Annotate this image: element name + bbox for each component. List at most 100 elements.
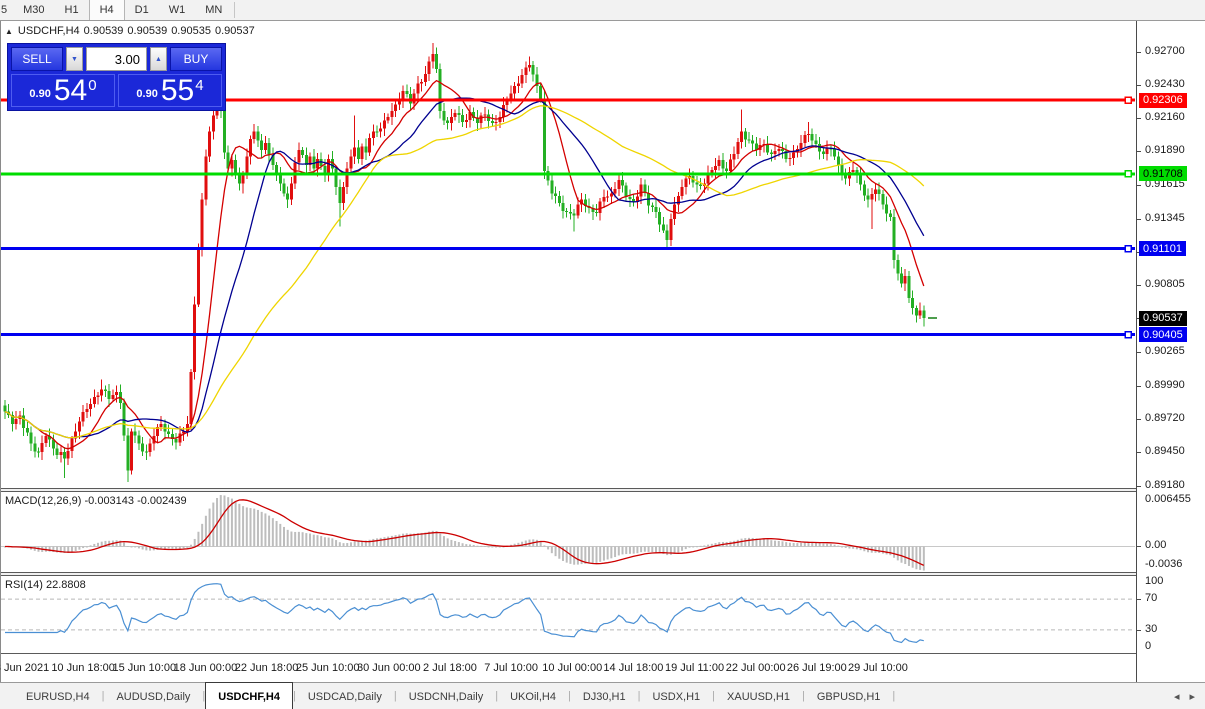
chart-tab-audusd-daily[interactable]: AUDUSD,Daily [116,690,191,703]
horizontal-level-lines [1,96,1135,339]
chart-tab-usdchf-h4[interactable]: USDCHF,H4 [205,682,293,709]
sell-price-pip: 0 [88,77,97,94]
level-line[interactable] [1,333,1135,337]
tab-separator: | [293,690,296,702]
tab-separator: | [637,690,641,702]
buy-price-display[interactable]: 0.90 55 4 [118,74,222,107]
volume-decrease-icon[interactable]: ▼ [66,47,83,71]
price-tick-label: 0.91890 [1145,144,1185,157]
rsi-tick-label: 70 [1145,592,1158,605]
pane-splitter[interactable] [1,572,1205,576]
price-tick-label: 0.89720 [1145,411,1185,424]
level-line-handle[interactable] [1124,330,1132,339]
time-axis-label: 10 Jul 00:00 [542,662,603,674]
timeframe-toolbar: 5 M30 H1 H4 D1 W1 MN [0,0,1205,21]
rsi-tick-label: 30 [1145,622,1158,635]
tabs-scroll-right-icon[interactable]: ▸ [1189,690,1195,703]
chart-tab-eurusd-h4[interactable]: EURUSD,H4 [26,690,90,703]
macd-tick-label: 0.006455 [1145,493,1191,505]
chart-tabs-bar: EURUSD,H4 | AUDUSD,Daily | USDCHF,H4 | USDCAD,… [0,682,1205,709]
price-tick-label: 0.90265 [1145,344,1185,357]
axis-tick-mark [1137,185,1141,187]
timeframe-button-d1[interactable]: D1 [134,4,149,16]
open-value: 0.90539 [83,25,124,37]
tab-separator: | [202,690,206,702]
price-level-badge: 0.90405 [1139,327,1187,343]
volume-input[interactable] [86,47,147,71]
timeframe-button-h1[interactable]: H1 [64,4,79,16]
sell-button[interactable]: SELL [11,47,63,71]
tabs-scroll-left-icon[interactable]: ◂ [1173,690,1180,703]
timeframe-button-m30[interactable]: M30 [23,4,45,16]
axis-tick-mark [1137,485,1141,487]
axis-tick-mark [1137,418,1141,420]
ma-line-50 [4,105,925,439]
level-line[interactable] [1,98,1135,102]
chart-tab-gbpusd-h1[interactable]: GBPUSD,H1 [816,690,881,703]
price-tick-label: 0.91345 [1145,211,1185,224]
price-tick-label: 0.89450 [1145,445,1185,458]
chart-window: ▲ USDCHF,H4 0.90539 0.90539 0.90535 0.90537 S… [0,21,1205,682]
timeframe-button-5[interactable]: 5 [1,4,8,16]
level-line-handle[interactable] [1124,244,1132,253]
time-axis-label: 22 Jul 00:00 [725,662,786,674]
time-axis-label: 2 Jul 18:00 [423,662,477,674]
time-axis-label: 29 Jul 10:00 [847,662,908,674]
macd-tick-label: -0.0036 [1145,558,1183,570]
axis-tick-mark [1137,84,1141,86]
axis-tick-mark [1137,218,1141,220]
chart-tab-ukoil-h4[interactable]: UKOil,H4 [510,690,556,703]
time-axis-label: 25 Jun 10:00 [295,662,360,674]
level-line-handle[interactable] [1124,170,1132,178]
timeframe-button-w1[interactable]: W1 [168,4,186,16]
axis-tick-mark [1137,285,1141,287]
time-axis[interactable]: 8 Jun 2021 10 Jun 18:00 15 Jun 10:00 18 Jun… [0,654,1205,682]
tab-separator: | [801,690,805,702]
tab-separator: | [892,690,896,702]
axis-tick-mark [1137,118,1141,120]
chart-tabs: EURUSD,H4 | AUDUSD,Daily | USDCHF,H4 | USDCAD,… [0,682,896,709]
high-value: 0.90539 [127,25,168,37]
macd-signal-line [5,499,925,566]
level-line[interactable] [1,172,1135,176]
current-price-badge: 0.90537 [1139,310,1187,326]
collapse-panel-icon[interactable]: ▲ [5,27,13,36]
chart-tab-xauusd-h1[interactable]: XAUUSD,H1 [727,690,790,703]
buy-button[interactable]: BUY [170,47,222,71]
one-click-trading-panel: SELL ▼ ▲ BUY 0.90 54 0 0.90 55 4 [7,43,226,111]
timeframe-button-h4[interactable]: H4 [88,0,125,20]
tab-separator: | [101,690,105,702]
symbol-label: USDCHF,H4 [17,25,80,37]
chart-ohlc-title: ▲ USDCHF,H4 0.90539 0.90539 0.90535 0.90537 [5,25,259,37]
volume-increase-icon[interactable]: ▲ [150,47,167,71]
candles [3,42,926,482]
time-axis-label: 10 Jun 18:00 [51,662,115,674]
pane-splitter[interactable] [1,488,1205,492]
tab-separator: | [712,690,716,702]
level-line[interactable] [1,247,1135,251]
axis-tick-mark [1137,385,1141,387]
price-level-badge: 0.91101 [1139,241,1186,257]
ma-line-21 [4,97,925,439]
axis-tick-mark [1137,599,1141,601]
price-tick-label: 0.92700 [1145,44,1185,57]
axis-tick-mark [1137,351,1141,353]
chart-tab-usdcad-daily[interactable]: USDCAD,Daily [307,690,382,703]
time-axis-label: 8 Jun 2021 [0,662,50,674]
chart-tab-usdx-h1[interactable]: USDX,H1 [652,690,701,703]
main-chart-pane[interactable]: ▲ USDCHF,H4 0.90539 0.90539 0.90535 0.90537 S… [1,22,1135,488]
ma-line-10 [4,79,925,450]
buy-price-main: 55 [160,74,195,107]
level-line-handle[interactable] [1124,96,1132,104]
toolbar-divider [234,2,236,18]
price-level-badge: 0.92306 [1139,92,1187,108]
buy-price-base: 0.90 [136,88,158,100]
chart-tab-usdcnh-daily[interactable]: USDCNH,Daily [408,690,484,703]
timeframe-button-mn[interactable]: MN [205,4,223,16]
chart-tab-dj30-h1[interactable]: DJ30,H1 [582,690,626,703]
price-axis[interactable]: 0.92700 0.92430 0.92160 0.91890 0.91615 0.913… [1136,21,1205,682]
sell-price-display[interactable]: 0.90 54 0 [11,74,115,107]
time-axis-label: 15 Jun 10:00 [112,662,177,674]
price-tick-label: 0.92160 [1145,111,1185,124]
price-level-badge: 0.91708 [1139,166,1187,182]
